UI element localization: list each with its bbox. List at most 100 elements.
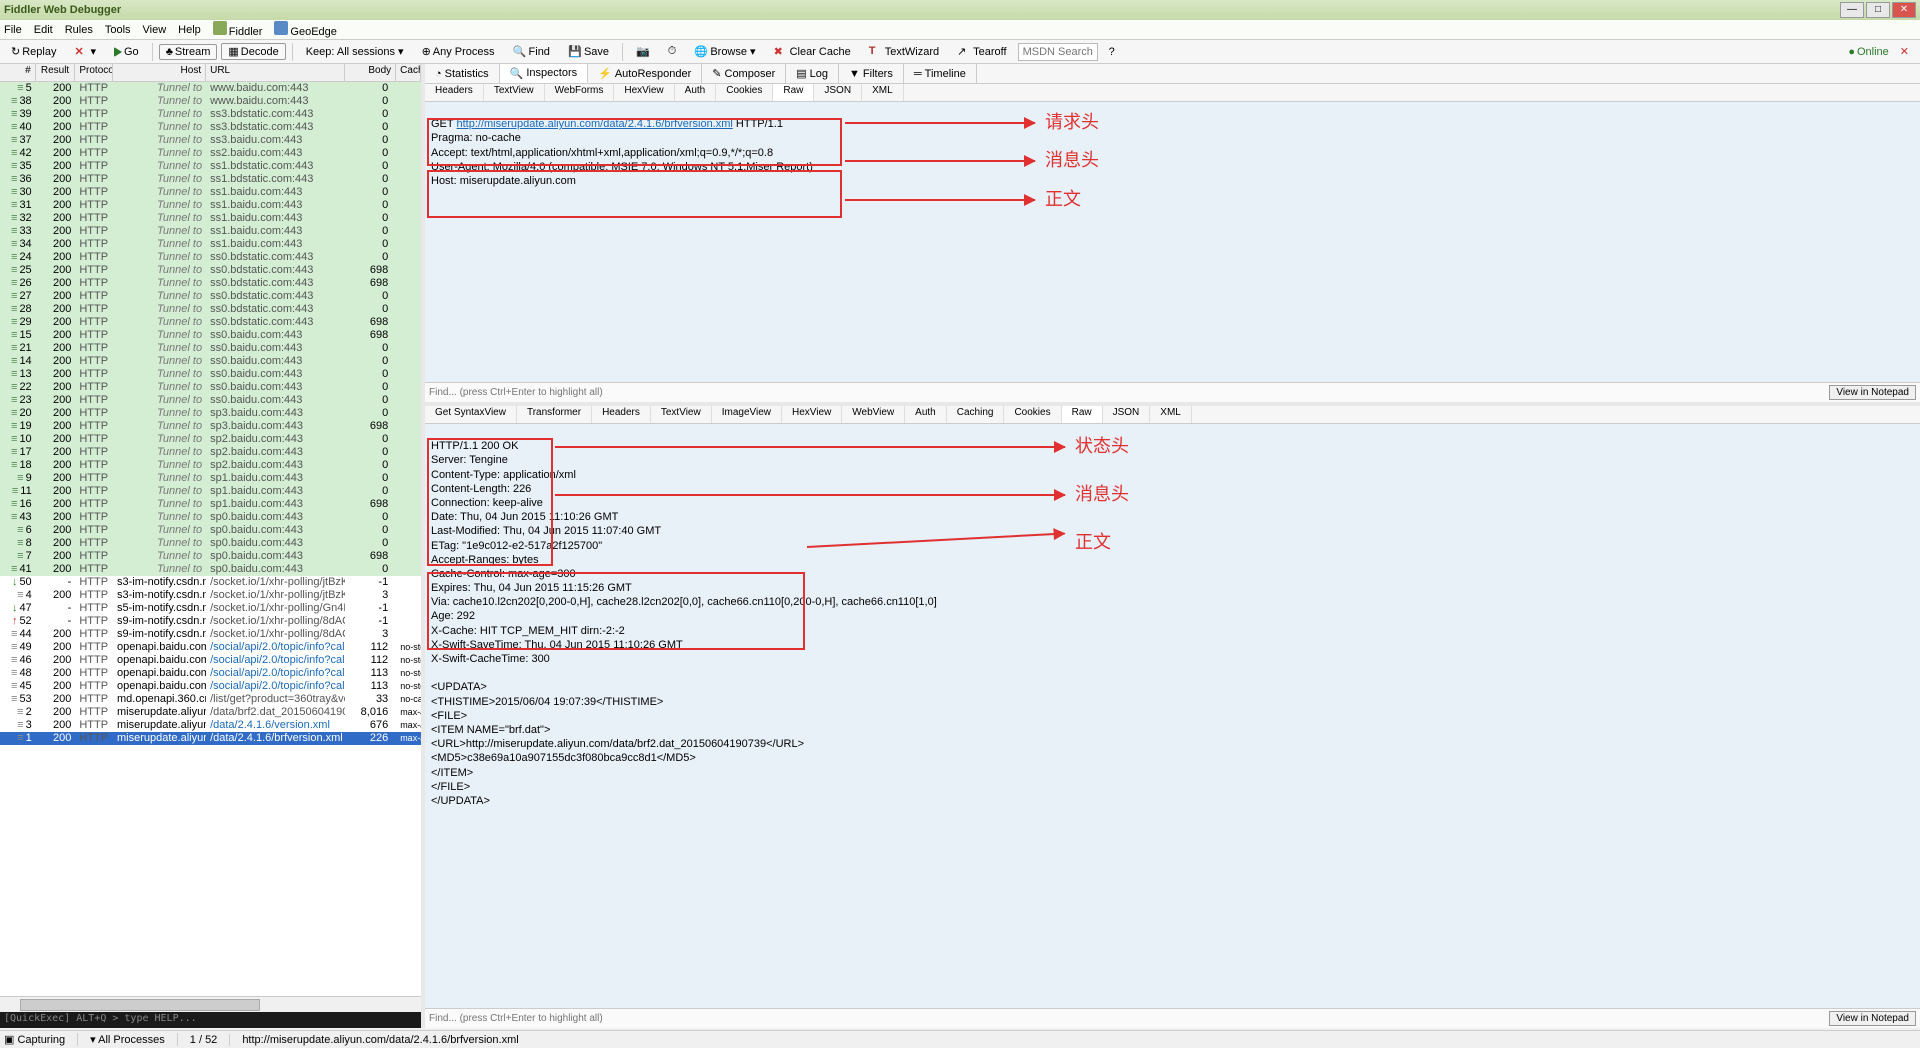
table-row[interactable]: 24200HTTPTunnel toss0.bdstatic.com:4430 — [0, 251, 421, 264]
table-row[interactable]: 16200HTTPTunnel tosp1.baidu.com:443698 — [0, 498, 421, 511]
menu-view[interactable]: View — [143, 24, 167, 36]
subtab-xml[interactable]: XML — [1150, 406, 1192, 423]
table-row[interactable]: 7200HTTPTunnel tosp0.baidu.com:443698 — [0, 550, 421, 563]
textwizard-button[interactable]: TextWizard — [862, 43, 946, 61]
table-row[interactable]: 37200HTTPTunnel toss3.baidu.com:4430 — [0, 134, 421, 147]
timer-icon[interactable]: ⏱ — [661, 43, 684, 60]
col-result[interactable]: Result — [36, 64, 76, 81]
decode-button[interactable]: ▦ Decode — [221, 43, 285, 60]
table-row[interactable]: 33200HTTPTunnel toss1.baidu.com:4430 — [0, 225, 421, 238]
quickexec-bar[interactable]: [QuickExec] ALT+Q > type HELP... — [0, 1012, 421, 1028]
tab-composer[interactable]: ✎Composer — [702, 64, 786, 83]
table-row[interactable]: 42200HTTPTunnel toss2.baidu.com:4430 — [0, 147, 421, 160]
save-button[interactable]: Save — [561, 43, 616, 61]
close-button[interactable]: ✕ — [1892, 2, 1916, 18]
go-button[interactable]: Go — [107, 44, 146, 60]
subtab-auth[interactable]: Auth — [905, 406, 947, 423]
table-row[interactable]: 43200HTTPTunnel tosp0.baidu.com:4430 — [0, 511, 421, 524]
table-row[interactable]: 39200HTTPTunnel toss3.bdstatic.com:4430 — [0, 108, 421, 121]
clearcache-button[interactable]: Clear Cache — [767, 43, 858, 61]
subtab-webforms[interactable]: WebForms — [545, 84, 615, 101]
table-row[interactable]: 53200HTTPmd.openapi.360.cn/list/get?prod… — [0, 693, 421, 706]
table-row[interactable]: 46200HTTPopenapi.baidu.com/social/api/2.… — [0, 654, 421, 667]
camera-icon[interactable]: 📷 — [629, 43, 657, 60]
response-raw-pane[interactable]: HTTP/1.1 200 OK Server: Tengine Content-… — [425, 424, 1920, 1008]
subtab-headers[interactable]: Headers — [592, 406, 651, 423]
replay-button[interactable]: ↻ Replay — [4, 43, 63, 60]
remove-button[interactable]: ▾ — [67, 43, 103, 61]
subtab-webview[interactable]: WebView — [842, 406, 905, 423]
table-row[interactable]: 9200HTTPTunnel tosp1.baidu.com:4430 — [0, 472, 421, 485]
table-row[interactable]: 13200HTTPTunnel toss0.baidu.com:4430 — [0, 368, 421, 381]
table-row[interactable]: 15200HTTPTunnel toss0.baidu.com:443698 — [0, 329, 421, 342]
status-processes[interactable]: ▾ All Processes — [90, 1033, 178, 1046]
table-row[interactable]: 26200HTTPTunnel toss0.bdstatic.com:44369… — [0, 277, 421, 290]
subtab-headers[interactable]: Headers — [425, 84, 484, 101]
tab-statistics[interactable]: ◔Statistics — [425, 64, 500, 83]
col-url[interactable]: URL — [206, 64, 345, 81]
table-row[interactable]: 11200HTTPTunnel tosp1.baidu.com:4430 — [0, 485, 421, 498]
subtab-imageview[interactable]: ImageView — [712, 406, 782, 423]
keep-dropdown[interactable]: Keep: All sessions ▾ — [299, 43, 411, 60]
menu-geoedge-icon[interactable]: GeoEdge — [274, 21, 336, 38]
minimize-button[interactable]: — — [1840, 2, 1864, 18]
col-caching[interactable]: Caching — [396, 64, 421, 81]
subtab-get-syntaxview[interactable]: Get SyntaxView — [425, 406, 517, 423]
subtab-auth[interactable]: Auth — [675, 84, 717, 101]
table-row[interactable]: 1200HTTPmiserupdate.aliyun..../data/2.4.… — [0, 732, 421, 745]
help-icon[interactable]: ? — [1102, 44, 1122, 60]
table-row[interactable]: 36200HTTPTunnel toss1.bdstatic.com:4430 — [0, 173, 421, 186]
subtab-raw[interactable]: Raw — [773, 84, 814, 101]
table-row[interactable]: 45200HTTPopenapi.baidu.com/social/api/2.… — [0, 680, 421, 693]
response-find-input[interactable] — [429, 1013, 1829, 1024]
table-row[interactable]: 21200HTTPTunnel toss0.baidu.com:4430 — [0, 342, 421, 355]
table-row[interactable]: 23200HTTPTunnel toss0.baidu.com:4430 — [0, 394, 421, 407]
menu-tools[interactable]: Tools — [105, 24, 131, 36]
menu-help[interactable]: Help — [178, 24, 201, 36]
tab-inspectors[interactable]: 🔍Inspectors — [500, 64, 588, 83]
menu-fiddler-icon[interactable]: Fiddler — [213, 21, 263, 38]
subtab-hexview[interactable]: HexView — [614, 84, 674, 101]
table-row[interactable]: 41200HTTPTunnel tosp0.baidu.com:4430 — [0, 563, 421, 576]
table-row[interactable]: 3200HTTPmiserupdate.aliyun..../data/2.4.… — [0, 719, 421, 732]
table-row[interactable]: 8200HTTPTunnel tosp0.baidu.com:4430 — [0, 537, 421, 550]
table-row[interactable]: 22200HTTPTunnel toss0.baidu.com:4430 — [0, 381, 421, 394]
request-raw-pane[interactable]: GET http://miserupdate.aliyun.com/data/2… — [425, 102, 1920, 382]
menu-edit[interactable]: Edit — [34, 24, 53, 36]
table-row[interactable]: 25200HTTPTunnel toss0.bdstatic.com:44369… — [0, 264, 421, 277]
table-row[interactable]: 49200HTTPopenapi.baidu.com/social/api/2.… — [0, 641, 421, 654]
table-row[interactable]: 2200HTTPmiserupdate.aliyun..../data/brf2… — [0, 706, 421, 719]
tab-log[interactable]: ▤Log — [786, 64, 839, 83]
table-row[interactable]: 27200HTTPTunnel toss0.bdstatic.com:4430 — [0, 290, 421, 303]
menu-file[interactable]: File — [4, 24, 22, 36]
table-row[interactable]: 50-HTTPs3-im-notify.csdn.net/socket.io/1… — [0, 576, 421, 589]
subtab-textview[interactable]: TextView — [484, 84, 545, 101]
tab-timeline[interactable]: ═Timeline — [904, 64, 977, 83]
table-row[interactable]: 19200HTTPTunnel tosp3.baidu.com:443698 — [0, 420, 421, 433]
tab-autoresponder[interactable]: ⚡AutoResponder — [588, 64, 702, 83]
subtab-cookies[interactable]: Cookies — [716, 84, 773, 101]
msdn-search-input[interactable] — [1018, 43, 1098, 61]
table-row[interactable]: 34200HTTPTunnel toss1.baidu.com:4430 — [0, 238, 421, 251]
subtab-xml[interactable]: XML — [862, 84, 904, 101]
session-grid[interactable]: 5200HTTPTunnel towww.baidu.com:443038200… — [0, 82, 421, 996]
subtab-json[interactable]: JSON — [1103, 406, 1151, 423]
stream-button[interactable]: ♣ Stream — [159, 44, 218, 60]
subtab-textview[interactable]: TextView — [651, 406, 712, 423]
toolbar-close-icon[interactable]: ✕ — [1893, 43, 1916, 60]
table-row[interactable]: 20200HTTPTunnel tosp3.baidu.com:4430 — [0, 407, 421, 420]
status-capturing[interactable]: ▣ Capturing — [4, 1033, 78, 1046]
table-row[interactable]: 35200HTTPTunnel toss1.bdstatic.com:4430 — [0, 160, 421, 173]
tab-filters[interactable]: ▼Filters — [839, 64, 904, 83]
col-num[interactable]: # — [0, 64, 36, 81]
request-view-notepad-button[interactable]: View in Notepad — [1829, 385, 1916, 400]
table-row[interactable]: 44200HTTPs9-im-notify.csdn.net/socket.io… — [0, 628, 421, 641]
response-view-notepad-button[interactable]: View in Notepad — [1829, 1011, 1916, 1026]
table-row[interactable]: 40200HTTPTunnel toss3.bdstatic.com:4430 — [0, 121, 421, 134]
table-row[interactable]: 48200HTTPopenapi.baidu.com/social/api/2.… — [0, 667, 421, 680]
table-row[interactable]: 10200HTTPTunnel tosp2.baidu.com:4430 — [0, 433, 421, 446]
maximize-button[interactable]: □ — [1866, 2, 1890, 18]
table-row[interactable]: 52-HTTPs9-im-notify.csdn.net/socket.io/1… — [0, 615, 421, 628]
request-find-input[interactable] — [429, 387, 1829, 398]
col-protocol[interactable]: Protocol — [75, 64, 113, 81]
